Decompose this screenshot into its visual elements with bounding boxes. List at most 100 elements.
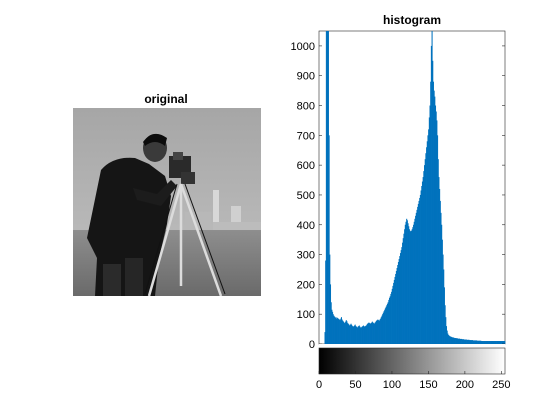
histogram-bar: [483, 341, 485, 344]
histogram-bar: [403, 233, 405, 344]
histogram-bar: [489, 341, 491, 344]
histogram-bar: [364, 326, 366, 344]
histogram-bar: [480, 341, 483, 344]
histogram-bar: [489, 341, 491, 344]
histogram-bar: [467, 339, 469, 344]
histogram-bar: [446, 330, 448, 344]
histogram-bar: [337, 318, 339, 344]
histogram-bar: [453, 337, 455, 344]
x-tick-label: 200: [456, 379, 474, 391]
y-tick-label: 400: [297, 220, 315, 232]
histogram-bar: [413, 221, 415, 344]
histogram-bar: [417, 203, 419, 344]
histogram-bar: [495, 341, 497, 344]
histogram-bar: [485, 341, 487, 344]
histogram-bar: [324, 332, 326, 344]
histogram-bar: [415, 215, 417, 344]
histogram-bar: [421, 181, 423, 344]
histogram-bar: [386, 305, 388, 344]
histogram-bar: [439, 200, 441, 344]
histogram-bar: [360, 327, 362, 344]
x-tick-label: 250: [492, 379, 510, 391]
histogram-bar: [486, 341, 488, 344]
histogram-bar: [405, 221, 407, 344]
histogram-bar: [327, 31, 329, 344]
histogram-bar: [338, 318, 340, 344]
histogram-bar: [344, 323, 346, 344]
histogram-bar: [398, 259, 400, 344]
histogram-bar: [368, 322, 370, 344]
histogram-bar: [336, 318, 338, 344]
histogram-bar: [496, 341, 498, 344]
histogram-bar: [327, 31, 329, 344]
histogram-bar: [359, 326, 361, 344]
histogram-bar: [460, 338, 462, 344]
histogram-bar: [464, 339, 466, 344]
histogram-bar: [345, 320, 347, 344]
histogram-bar: [494, 341, 496, 344]
histogram-bar: [372, 322, 374, 344]
histogram-bar: [395, 273, 397, 344]
histogram-bar: [458, 338, 460, 344]
histogram-bar: [449, 336, 451, 344]
histogram-bar: [419, 194, 421, 344]
histogram-bar: [413, 224, 415, 344]
histogram-bar: [426, 141, 428, 344]
histogram-bar: [454, 338, 456, 344]
histogram-bar: [366, 324, 368, 344]
histogram-bar: [470, 340, 472, 344]
histogram-bar: [490, 341, 492, 344]
histogram-bar: [408, 229, 410, 344]
histogram-bar: [335, 317, 337, 344]
histogram-bar: [351, 324, 353, 344]
histogram-bar: [378, 320, 380, 344]
histogram-bar: [493, 341, 495, 344]
histogram-bar: [345, 321, 347, 344]
histogram-bar: [476, 340, 478, 344]
histogram-bar: [459, 338, 461, 344]
histogram-bar: [438, 177, 440, 344]
histogram-bar: [450, 336, 452, 344]
histogram-bar: [462, 339, 464, 344]
histogram-bar: [494, 341, 496, 344]
histogram-bar: [445, 326, 448, 344]
cameraman-image: [73, 108, 261, 296]
histogram-bar: [333, 315, 335, 344]
histogram-bar: [334, 316, 336, 344]
histogram-bar: [478, 340, 480, 344]
histogram-bar: [422, 177, 424, 344]
histogram-bar: [465, 339, 467, 344]
histogram-bar: [471, 340, 473, 344]
histogram-bar: [354, 325, 356, 344]
histogram-bar: [406, 218, 408, 344]
histogram-bar: [404, 229, 406, 344]
histogram-bar: [412, 227, 414, 344]
histogram-bar: [347, 323, 349, 344]
histogram-bar: [474, 340, 476, 344]
histogram-bar: [414, 218, 416, 344]
histogram-bar: [488, 341, 490, 344]
histogram-bar: [421, 186, 423, 344]
histogram-bar: [417, 206, 419, 344]
histogram-bar: [480, 340, 482, 344]
histogram-bar: [362, 326, 364, 344]
histogram-bar: [332, 314, 334, 344]
histogram-bar: [331, 309, 333, 344]
histogram-bar: [456, 338, 458, 344]
histogram-bar: [361, 326, 363, 344]
histogram-bar: [346, 321, 348, 344]
histogram-bar: [351, 326, 353, 344]
histogram-bar: [374, 322, 376, 344]
image-title: original: [144, 92, 188, 106]
histogram-bar: [483, 341, 485, 344]
histogram-bar: [378, 320, 380, 344]
histogram-bar: [423, 171, 425, 344]
histogram-bar: [436, 120, 438, 345]
histogram-bar: [418, 200, 420, 344]
histogram-bar: [382, 312, 384, 344]
x-tick-label: 0: [316, 379, 322, 391]
x-tick-label: 150: [419, 379, 437, 391]
histogram-bar: [467, 339, 469, 344]
histogram-bar: [396, 267, 398, 344]
